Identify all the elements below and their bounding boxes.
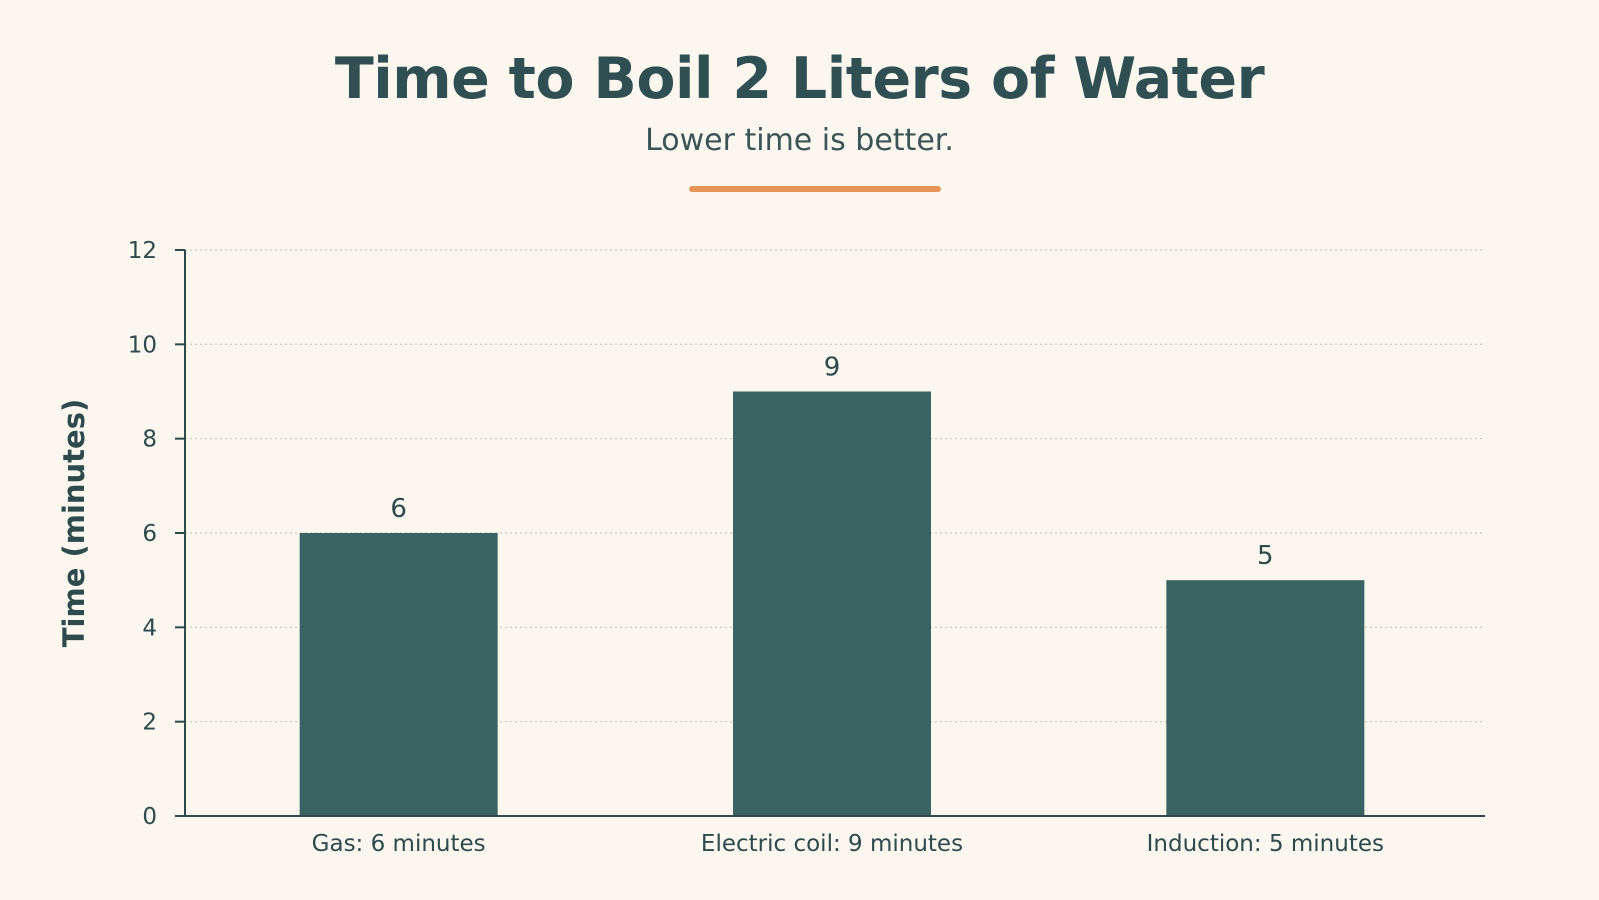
data-labels: 6 9 5	[390, 353, 1273, 572]
y-tick-label: 2	[142, 710, 157, 736]
bar-value-label: 6	[390, 494, 407, 524]
bar-value-label: 9	[824, 353, 841, 383]
y-tick-label: 0	[142, 804, 157, 830]
y-tick-label: 12	[128, 238, 157, 264]
y-tick-label: 4	[142, 615, 157, 641]
bar	[1166, 580, 1365, 816]
x-category-label: Gas: 6 minutes	[312, 831, 486, 857]
y-tick-label: 10	[128, 332, 157, 358]
y-tick-label: 6	[142, 521, 157, 547]
y-ticks: 0 2 4 6 8 10 12	[128, 238, 185, 830]
accent-divider	[689, 186, 941, 192]
bar	[733, 391, 931, 816]
x-category-labels: Gas: 6 minutes Electric coil: 9 minutes In…	[312, 831, 1384, 857]
bar	[299, 533, 498, 816]
chart-subtitle: Lower time is better.	[645, 123, 954, 158]
x-category-label: Electric coil: 9 minutes	[701, 831, 963, 857]
bars	[299, 391, 1365, 816]
y-axis-title: Time (minutes)	[57, 399, 91, 647]
chart-title: Time to Boil 2 Liters of Water	[334, 46, 1265, 112]
y-tick-label: 8	[142, 427, 157, 453]
bar-value-label: 5	[1257, 541, 1274, 571]
x-category-label: Induction: 5 minutes	[1147, 831, 1384, 857]
